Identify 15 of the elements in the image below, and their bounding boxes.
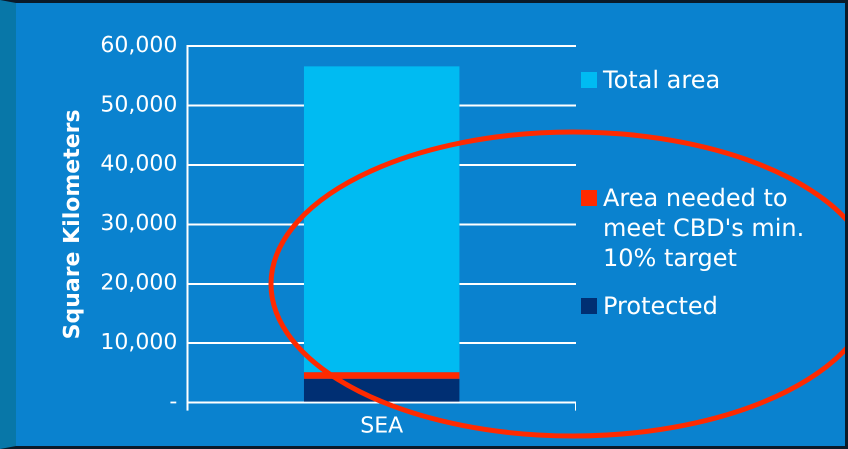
legend-label: Protected xyxy=(603,291,718,321)
bar xyxy=(304,66,460,372)
y-tick-label: 40,000 xyxy=(100,152,178,177)
y-tick-label: - xyxy=(169,389,178,414)
y-tick-label: 20,000 xyxy=(100,270,178,296)
y-tick-label: 50,000 xyxy=(100,92,178,118)
legend-label: Total area xyxy=(603,65,720,95)
bar xyxy=(304,372,460,379)
y-tick-label: 60,000 xyxy=(100,32,178,58)
y-tick-label: 30,000 xyxy=(100,211,178,236)
x-tick-label: SEA xyxy=(360,414,404,439)
y-axis-title: Square Kilometers xyxy=(60,109,85,340)
legend-label: Area needed to meet CBD's min. 10% target xyxy=(603,183,806,273)
bar xyxy=(304,378,460,402)
y-tick-label: 10,000 xyxy=(100,330,178,355)
